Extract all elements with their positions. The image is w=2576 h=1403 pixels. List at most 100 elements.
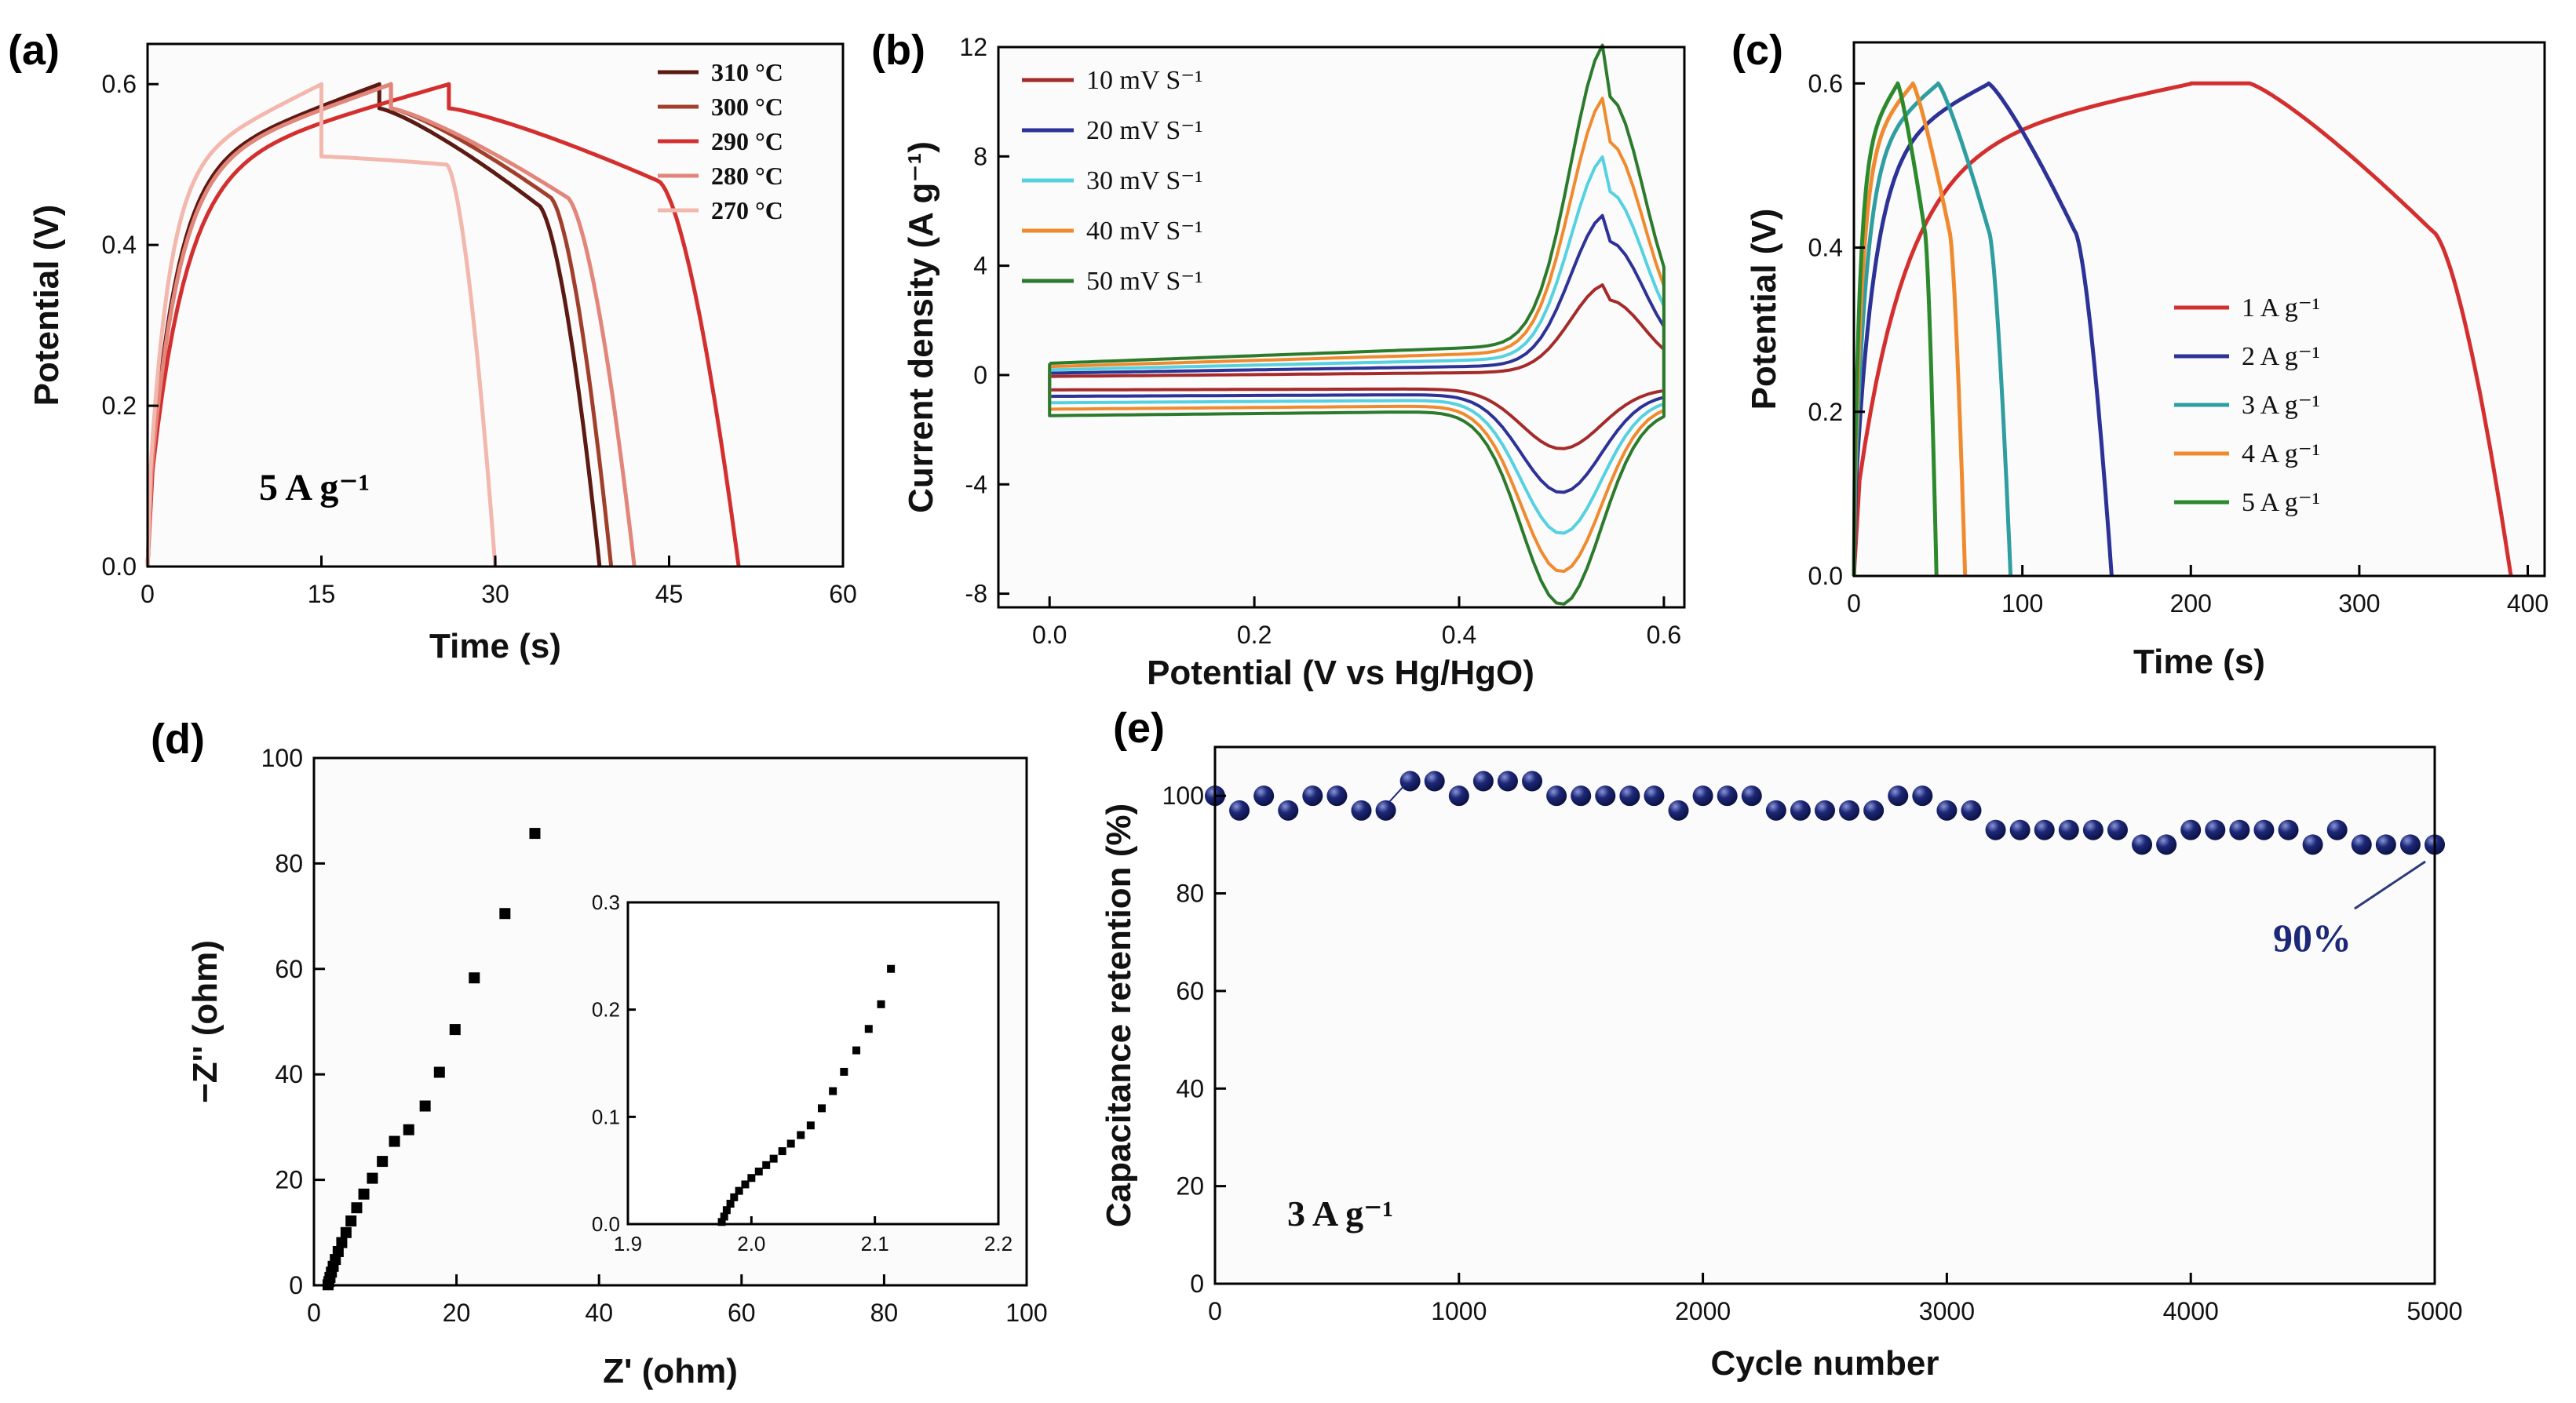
retention-point xyxy=(1497,771,1518,792)
panel-b-legend: 10 mV S⁻¹ 20 mV S⁻¹ 30 mV S⁻¹ 40 mV S⁻¹ 50 m… xyxy=(1022,66,1202,296)
retention-point xyxy=(1522,771,1543,792)
x-tick-label: 1000 xyxy=(1431,1297,1487,1325)
nyquist-point xyxy=(449,1024,461,1036)
retention-point xyxy=(1326,785,1348,807)
nyquist-point xyxy=(403,1124,414,1135)
retention-point xyxy=(2278,819,2299,840)
nyquist-point xyxy=(351,1202,363,1214)
retention-point xyxy=(2082,819,2103,840)
y-tick-label: 100 xyxy=(1162,782,1204,810)
y-tick-label: 0 xyxy=(289,1271,303,1299)
panel-b-lines xyxy=(1048,43,1666,606)
panel-e-ticks: 0 1000 2000 3000 4000 5000 0 20 40 60 80 100 xyxy=(1162,782,2463,1325)
y-tick-label: 20 xyxy=(275,1166,303,1194)
panel-e-ylabel: Capacitance retention (%) xyxy=(1100,804,1138,1227)
panel-e-xlabel: Cycle number xyxy=(1711,1344,1939,1383)
retention-point xyxy=(1229,800,1250,821)
x-tick-label: 200 xyxy=(2170,589,2212,618)
x-tick-label: 0.2 xyxy=(1237,621,1272,649)
legend-label: 5 A g⁻¹ xyxy=(2242,488,2320,517)
y-tick-label: 80 xyxy=(275,849,303,877)
y-tick-label: 0.2 xyxy=(592,998,620,1022)
panel-d: 0 20 40 60 80 100 0 20 40 60 80 100 (d) Z' (ohm) −Z… xyxy=(151,716,1048,1390)
panel-d-ticks: 0 20 40 60 80 100 0 20 40 60 80 100 xyxy=(261,744,1048,1327)
inset-point xyxy=(762,1161,771,1169)
x-tick-label: 5000 xyxy=(2406,1297,2462,1325)
retention-point xyxy=(1815,800,1835,821)
panel-a-xlabel: Time (s) xyxy=(429,627,561,665)
cv-loop-4 xyxy=(1048,43,1666,606)
panel-c-tag: (c) xyxy=(1731,27,1783,74)
retention-point xyxy=(2009,819,2031,840)
y-tick-label: 0.0 xyxy=(1808,562,1843,590)
legend-label: 4 A g⁻¹ xyxy=(2242,439,2320,468)
inset-point xyxy=(877,1000,885,1008)
panel-d-inset-area xyxy=(628,902,998,1224)
panel-b-frame xyxy=(997,46,1686,609)
retention-point xyxy=(1912,785,1933,807)
inset-point xyxy=(722,1206,731,1215)
panel-a-ticks: 0 15 30 45 60 0.0 0.2 0.4 0.6 xyxy=(102,70,857,608)
panel-e-plot-area xyxy=(1215,747,2435,1284)
nyquist-point xyxy=(332,1245,344,1257)
y-tick-label: 0.2 xyxy=(102,392,137,420)
legend-label: 20 mV S⁻¹ xyxy=(1086,116,1202,145)
y-tick-label: -4 xyxy=(965,470,987,498)
inset-point xyxy=(717,1218,726,1226)
inset-point xyxy=(730,1193,739,1201)
y-tick-label: 60 xyxy=(275,955,303,983)
x-tick-label: 0 xyxy=(307,1299,321,1327)
retention-point xyxy=(2326,819,2348,840)
legend-label: 270 °C xyxy=(711,196,783,224)
retention-point xyxy=(1351,800,1372,821)
panel-e-final-arrow xyxy=(2354,860,2426,910)
retention-point xyxy=(1571,785,1592,807)
inset-point xyxy=(786,1139,795,1148)
y-tick-label: 80 xyxy=(1176,880,1204,908)
panel-b-xlabel: Potential (V vs Hg/HgO) xyxy=(1147,654,1534,692)
y-tick-label: 0.1 xyxy=(592,1105,620,1128)
y-tick-label: 60 xyxy=(1176,977,1204,1005)
retention-point xyxy=(1278,800,1299,821)
panel-d-frame xyxy=(312,756,1028,1287)
panel-c-ylabel: Potential (V) xyxy=(1745,209,1783,410)
gcd-rate-curve-2 xyxy=(1852,81,2013,577)
retention-point xyxy=(2132,834,2153,855)
retention-point xyxy=(1595,785,1616,807)
panel-c-lines xyxy=(1852,81,2513,577)
nyquist-point xyxy=(367,1172,378,1184)
retention-point xyxy=(1619,785,1640,807)
legend-label: 280 °C xyxy=(711,162,783,190)
panel-e-connector xyxy=(1388,782,1407,803)
retention-point xyxy=(1765,800,1786,821)
retention-point xyxy=(2107,819,2128,840)
nyquist-point xyxy=(469,972,480,984)
inset-point xyxy=(747,1174,756,1183)
y-tick-label: 0.4 xyxy=(102,231,137,259)
retention-point xyxy=(2034,819,2055,840)
legend-label: 300 °C xyxy=(711,93,783,121)
retention-point xyxy=(1668,800,1689,821)
retention-point xyxy=(2229,819,2250,840)
panel-c-xlabel: Time (s) xyxy=(2133,643,2265,681)
y-tick-label: 40 xyxy=(275,1060,303,1088)
panel-c-ticks: 0 100 200 300 400 0.0 0.2 0.4 0.6 xyxy=(1808,69,2549,618)
retention-point xyxy=(2205,819,2226,840)
legend-label: 50 mV S⁻¹ xyxy=(1086,267,1202,296)
y-tick-label: -8 xyxy=(965,580,987,608)
x-tick-label: 0 xyxy=(1208,1297,1222,1325)
panel-d-xlabel: Z' (ohm) xyxy=(603,1352,738,1390)
panel-e-points xyxy=(1205,771,2445,855)
panel-d-inset-frame xyxy=(626,901,1000,1226)
nyquist-point xyxy=(433,1066,445,1078)
x-tick-label: 80 xyxy=(870,1299,899,1327)
retention-point xyxy=(2156,834,2177,855)
inset-point xyxy=(887,964,896,973)
x-tick-label: 20 xyxy=(443,1299,471,1327)
gcd-rate-curve-3 xyxy=(1852,81,1968,577)
retention-point xyxy=(1424,771,1445,792)
x-tick-label: 45 xyxy=(655,580,684,608)
retention-point xyxy=(2375,834,2396,855)
retention-point xyxy=(1790,800,1811,821)
panel-a-ylabel: Potential (V) xyxy=(27,205,66,406)
